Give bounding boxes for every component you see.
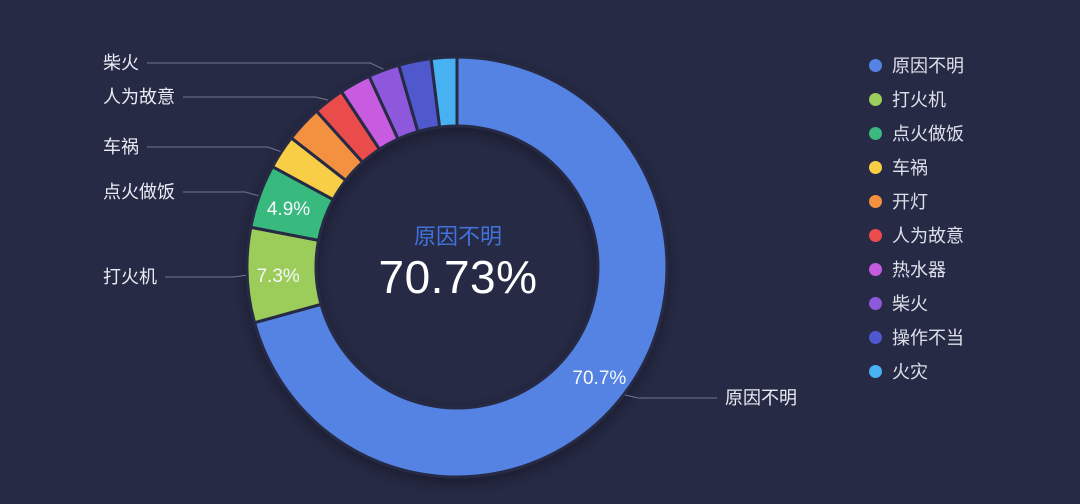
callout-leader-line	[624, 394, 717, 399]
legend-item[interactable]: 车祸	[869, 150, 964, 184]
donut-center-label: 原因不明 70.73%	[378, 224, 537, 304]
legend-item[interactable]: 人为故意	[869, 218, 964, 252]
legend-label: 火灾	[892, 362, 928, 382]
callout-leader-line	[183, 96, 329, 101]
callout-leader-line	[165, 274, 247, 278]
legend-dot-icon	[869, 58, 882, 72]
legend-item[interactable]: 火灾	[869, 354, 964, 388]
legend-dot-icon	[869, 330, 882, 344]
pie-slice[interactable]	[252, 55, 669, 479]
legend-label: 操作不当	[892, 328, 964, 348]
legend-dot-icon	[869, 296, 882, 310]
callout-leader-line	[147, 62, 384, 70]
legend-dot-icon	[869, 92, 882, 106]
legend-item[interactable]: 点火做饭	[869, 116, 964, 150]
slice-percent-label: 4.9%	[266, 198, 311, 220]
legend-dot-icon	[869, 194, 882, 208]
callout-lines-group	[147, 62, 717, 399]
legend-label: 人为故意	[892, 226, 964, 246]
slice-callout-label: 车祸	[103, 137, 139, 157]
legend-label: 点火做饭	[892, 124, 964, 144]
donut-center-name: 原因不明	[413, 224, 503, 249]
legend-label: 打火机	[892, 90, 946, 110]
slice-callout-label: 点火做饭	[103, 182, 175, 202]
pie-slice[interactable]	[429, 55, 459, 129]
legend-item[interactable]: 原因不明	[869, 48, 964, 82]
legend-label: 车祸	[892, 158, 928, 178]
pie-slices-group	[245, 55, 669, 479]
legend-item[interactable]: 打火机	[869, 82, 964, 116]
slice-percent-label: 70.7%	[572, 367, 627, 389]
slice-percent-label: 7.3%	[256, 265, 300, 287]
legend-label: 柴火	[892, 294, 928, 314]
legend-dot-icon	[869, 126, 882, 140]
legend-item[interactable]: 开灯	[869, 184, 964, 218]
slice-callout-label: 人为故意	[103, 87, 175, 107]
legend-dot-icon	[869, 228, 882, 242]
legend-dot-icon	[869, 160, 882, 174]
legend-dot-icon	[869, 364, 882, 378]
callout-leader-line	[183, 191, 259, 197]
callout-leader-line	[147, 146, 281, 152]
legend-item[interactable]: 柴火	[869, 286, 964, 320]
slice-callout-label: 原因不明	[725, 388, 797, 408]
legend-item[interactable]: 操作不当	[869, 320, 964, 354]
slice-callout-label: 打火机	[103, 267, 157, 287]
donut-center-value: 70.73%	[378, 251, 538, 303]
legend-label: 热水器	[892, 260, 946, 280]
legend-item[interactable]: 热水器	[869, 252, 964, 286]
chart-legend: 原因不明打火机点火做饭车祸开灯人为故意热水器柴火操作不当火灾	[869, 48, 964, 388]
legend-label: 开灯	[892, 192, 928, 212]
slice-callout-label: 柴火	[103, 53, 139, 73]
legend-label: 原因不明	[892, 56, 964, 76]
legend-dot-icon	[869, 262, 882, 276]
